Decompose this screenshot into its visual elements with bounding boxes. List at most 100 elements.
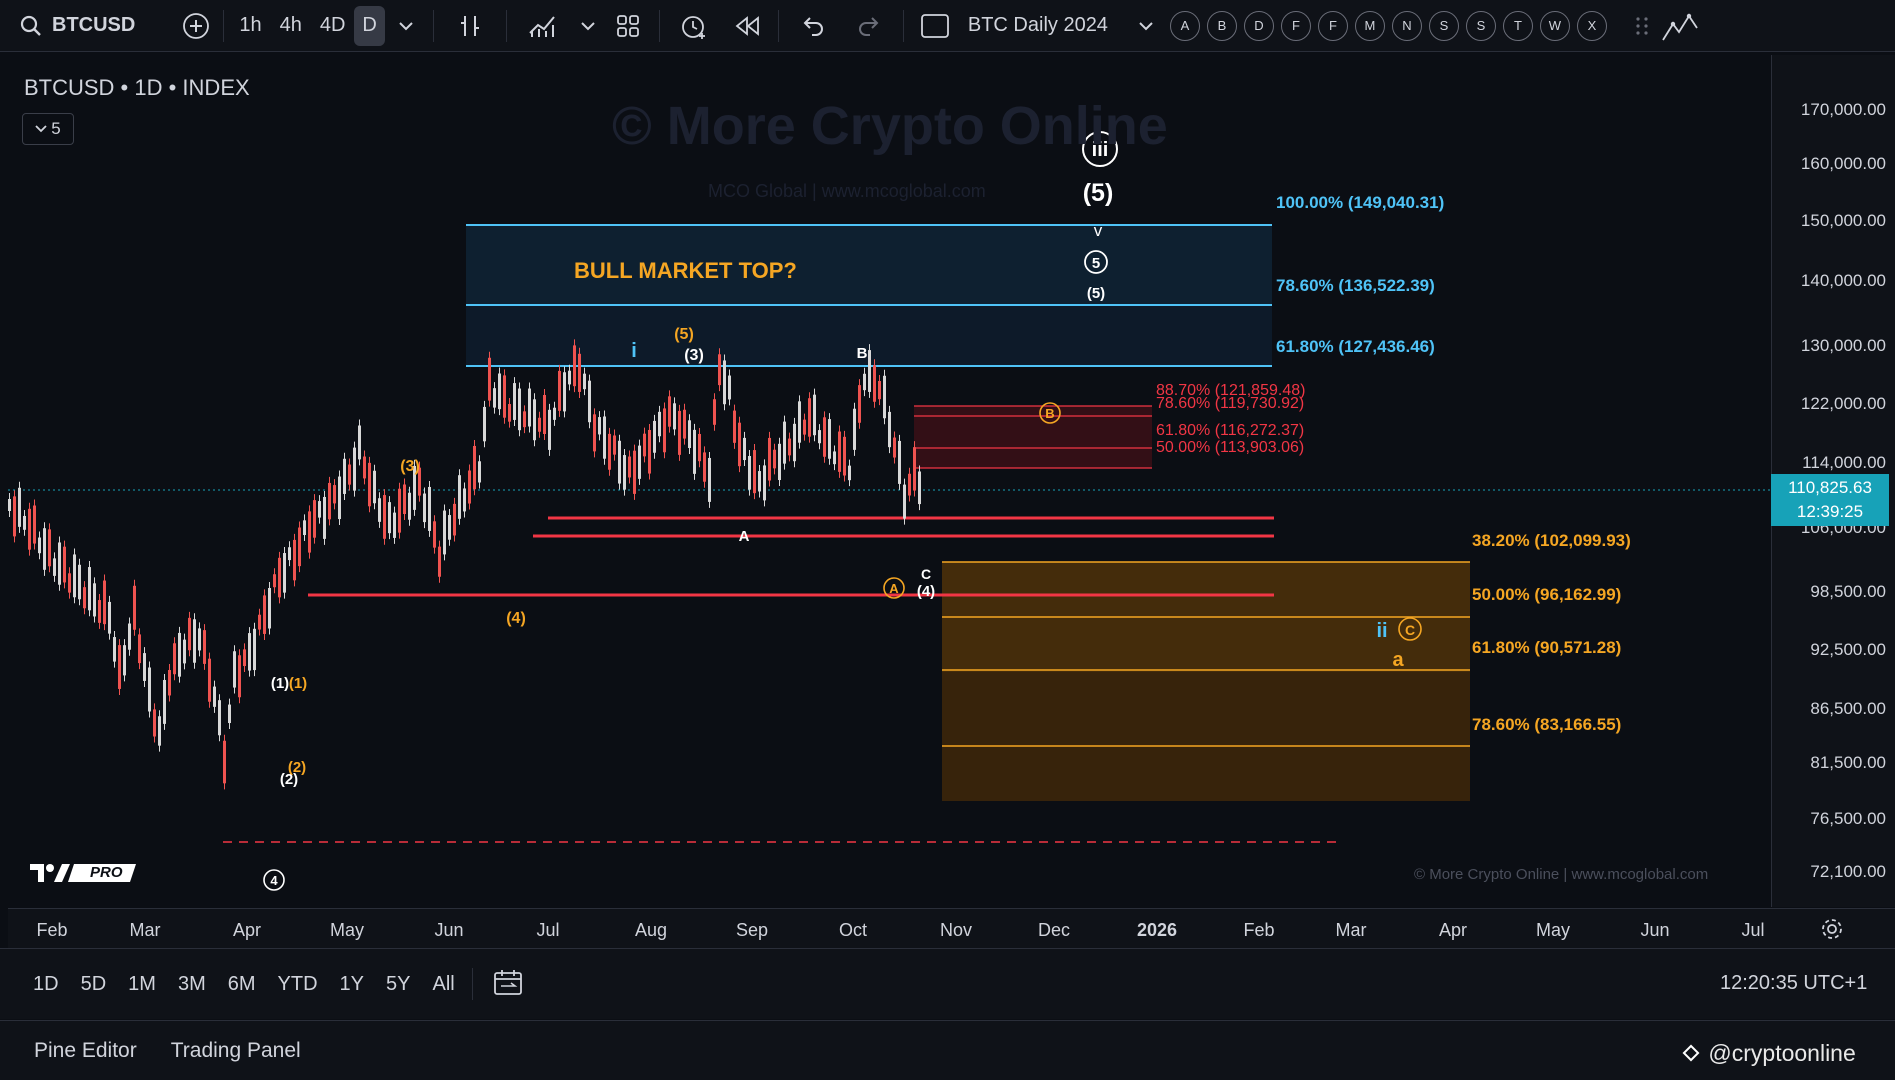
candle-body <box>98 600 101 623</box>
candle-body <box>248 633 251 671</box>
candle-body <box>318 501 321 518</box>
candle-body <box>653 420 656 453</box>
candle-body <box>888 411 891 448</box>
candlestick-series[interactable] <box>8 339 921 790</box>
candle-body <box>178 632 181 677</box>
candle-body <box>148 667 151 712</box>
candle-body <box>608 433 611 470</box>
candle-body <box>258 614 261 630</box>
range-button-5d[interactable]: 5D <box>80 972 107 995</box>
candle-body <box>858 385 861 423</box>
candle-body <box>63 546 66 583</box>
add-symbol-button[interactable] <box>175 6 217 46</box>
candle-body <box>198 628 201 651</box>
more-button[interactable] <box>1628 6 1656 46</box>
layout-selector[interactable]: BTC Daily 2024 <box>910 6 1164 46</box>
fib-blue-label-786: 78.60% (136,522.39) <box>1276 276 1435 295</box>
bull-top-label: BULL MARKET TOP? <box>574 258 797 283</box>
alert-circle-button[interactable]: W <box>1539 10 1570 41</box>
indicators-dropdown[interactable] <box>573 6 603 46</box>
range-button-1y[interactable]: 1Y <box>339 972 365 995</box>
redo-button[interactable] <box>841 6 897 46</box>
interval-dropdown[interactable] <box>385 6 427 46</box>
candle-body <box>613 435 616 455</box>
candle-body <box>753 450 756 494</box>
alarm-clock-icon <box>681 15 705 39</box>
wave-5-orange-label: (5) <box>674 326 694 343</box>
drawing-tool-button[interactable] <box>1656 6 1706 46</box>
candle-body <box>233 651 236 688</box>
alert-circle-button[interactable]: T <box>1502 10 1533 41</box>
candle-body <box>798 401 801 443</box>
alert-circle-button[interactable]: F <box>1280 10 1311 41</box>
interval-1h[interactable]: 1h <box>239 14 262 36</box>
alert-circle-button[interactable]: B <box>1206 10 1237 41</box>
price-chart[interactable]: iii (5) v 5 (5) BULL MARKET TOP? i (5) (… <box>8 55 1770 907</box>
candle-body <box>708 457 711 502</box>
chart-pane[interactable]: iii (5) v 5 (5) BULL MARKET TOP? i (5) (… <box>8 55 1770 907</box>
tradingview-logo[interactable]: PRO <box>28 860 140 886</box>
interval-4d[interactable]: 4D <box>319 14 346 36</box>
candle-body <box>788 438 791 456</box>
candle-body <box>323 496 326 539</box>
alert-circle-button[interactable]: N <box>1391 10 1422 41</box>
time-axis[interactable]: Feb Mar Apr May Jun Jul Aug Sep Oct Nov Dec 2026 Feb… <box>8 908 1895 949</box>
tab-trading-panel[interactable]: Trading Panel <box>170 1038 301 1062</box>
bottom-panel-tabs: Pine Editor Trading Panel <box>0 1020 1895 1080</box>
undo-button[interactable] <box>785 6 841 46</box>
red-retracement-zone[interactable] <box>914 406 1152 468</box>
indicators-button[interactable] <box>513 6 573 46</box>
candle-body <box>568 370 571 385</box>
candle-body <box>688 420 691 449</box>
time-tick-label: Aug <box>634 920 668 940</box>
interval-d[interactable]: D <box>354 5 385 46</box>
wave-2-orange-label: (2) <box>288 759 306 776</box>
wave-iii-circle <box>1082 131 1118 167</box>
candle-body <box>28 508 31 550</box>
candle-body <box>793 423 796 462</box>
separator <box>902 9 904 42</box>
alert-circle-button[interactable]: A <box>1169 10 1200 41</box>
candle-body <box>913 447 916 491</box>
templates-button[interactable] <box>603 6 653 46</box>
price-tick-label: 114,000.00 <box>1802 453 1886 472</box>
range-button-5y[interactable]: 5Y <box>386 972 411 995</box>
legend-toggle[interactable]: 5 <box>22 113 74 145</box>
alert-circle-button[interactable]: S <box>1428 10 1459 41</box>
clock-timezone[interactable]: 12:20:35 UTC+1 <box>1720 972 1868 994</box>
candle-body <box>903 484 906 519</box>
blue-target-zone[interactable] <box>466 225 1272 305</box>
alert-circle-button[interactable]: D <box>1243 10 1274 41</box>
alert-circle-button[interactable]: M <box>1354 10 1385 41</box>
interval-4h[interactable]: 4h <box>279 14 302 36</box>
replay-button[interactable] <box>722 6 772 46</box>
candle-body <box>23 515 26 530</box>
alert-circle-button[interactable]: F <box>1317 10 1348 41</box>
range-button-ytd[interactable]: YTD <box>277 972 318 995</box>
range-button-1d[interactable]: 1D <box>33 972 59 995</box>
wave-a-orange-label: a <box>1392 649 1404 671</box>
symbol-search[interactable]: BTCUSD <box>0 6 147 46</box>
bar-style-button[interactable] <box>440 6 500 46</box>
price-tick-label: 86,500.00 <box>1810 699 1886 718</box>
wave-3-orange-label: (3) <box>400 458 420 475</box>
wave-4-circled-label: 4 <box>270 873 278 888</box>
alert-circle-button[interactable]: X <box>1576 10 1607 41</box>
range-button-6m[interactable]: 6M <box>227 972 256 995</box>
range-button-all[interactable]: All <box>432 972 455 995</box>
wave-b-white-label: B <box>857 345 868 362</box>
tab-pine-editor[interactable]: Pine Editor <box>34 1038 137 1062</box>
symbol-label: BTCUSD <box>52 14 136 36</box>
range-button-1m[interactable]: 1M <box>128 972 156 995</box>
alert-button[interactable] <box>666 6 722 46</box>
range-button-3m[interactable]: 3M <box>177 972 206 995</box>
candle-body <box>448 515 451 540</box>
axis-settings-button[interactable] <box>1820 917 1844 946</box>
candle-body <box>548 409 551 450</box>
candle-body <box>493 388 496 408</box>
calendar-icon <box>493 969 522 995</box>
candle-body <box>423 493 426 523</box>
candle-body <box>623 455 626 490</box>
alert-circle-button[interactable]: S <box>1465 10 1496 41</box>
goto-date-button[interactable] <box>493 968 523 1001</box>
